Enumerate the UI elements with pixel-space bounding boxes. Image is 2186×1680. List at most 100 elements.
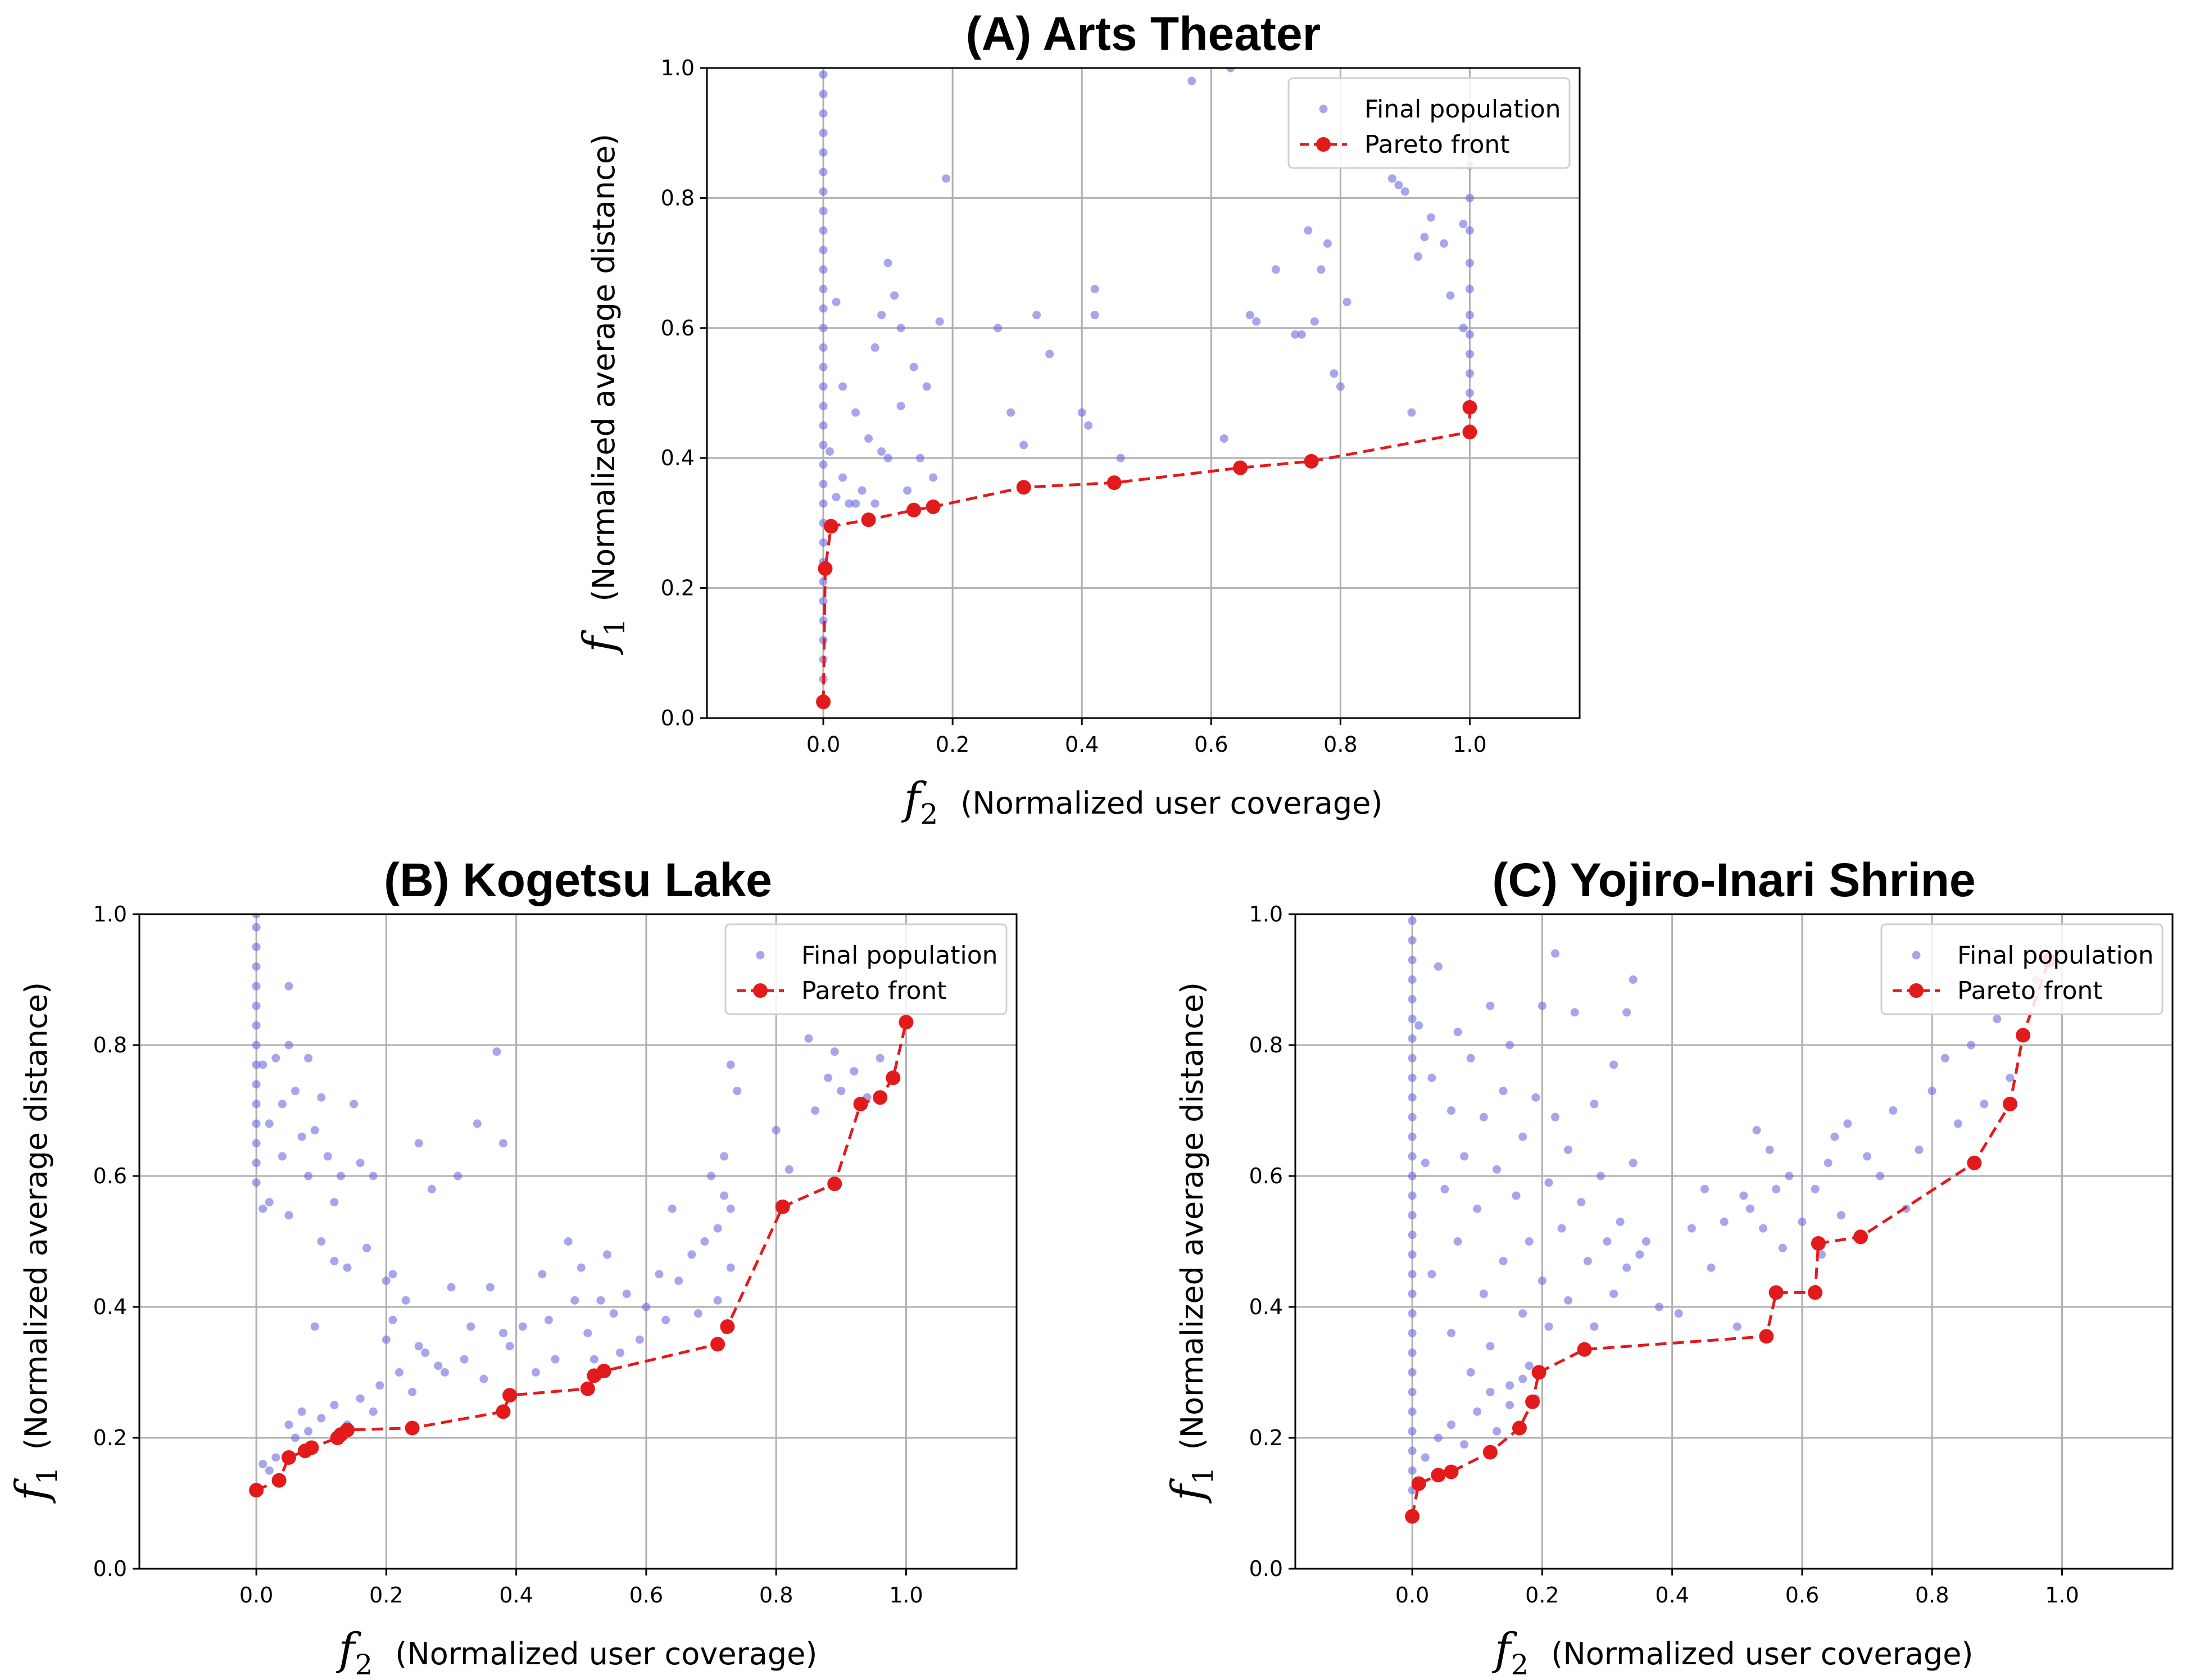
pareto-point [853,1096,868,1111]
population-point [830,1047,839,1056]
population-point [1863,1152,1872,1161]
population-point [1408,995,1417,1004]
pareto-point [873,1090,888,1105]
legend-marker-pareto [1909,983,1924,998]
population-point [1739,1191,1748,1200]
y-tick-label: 0.2 [1249,1425,1283,1450]
population-point [819,362,828,371]
population-point [877,311,886,320]
population-point [2006,1073,2015,1082]
legend: Final population Pareto front [1287,77,1571,169]
legend-box [1880,923,2164,1015]
population-point [1629,1159,1638,1168]
population-point [317,1093,326,1102]
population-point [1778,1243,1787,1252]
population-point [922,382,931,391]
population-point [1811,1184,1820,1193]
legend-marker-population [1319,105,1328,113]
population-point [499,1139,508,1148]
axes-frame [1294,913,2174,1570]
population-point [304,1172,313,1180]
population-point [1408,1329,1417,1338]
population-point [336,1172,345,1180]
population-point [1707,1263,1716,1272]
population-point [369,1172,378,1180]
population-point [1465,330,1474,339]
population-point [864,434,873,443]
population-point [870,343,879,352]
population-point [440,1368,449,1377]
legend-label-pareto: Pareto front [1364,130,1510,159]
x-tick-label: 0.0 [1395,1583,1429,1608]
population-point [819,441,828,449]
population-point [1408,1407,1417,1416]
population-point [330,1198,339,1207]
population-point [726,1204,735,1213]
population-point [819,460,828,469]
population-point [265,1119,274,1128]
population-point [858,486,867,495]
population-point [838,473,847,482]
population-point [819,70,828,79]
pareto-point [775,1199,790,1214]
population-point [1486,1001,1495,1010]
pareto-point [596,1364,611,1379]
population-point [1019,441,1028,449]
legend-label-population: Final population [801,941,998,970]
population-point [1772,1184,1781,1193]
pareto-point [1759,1329,1774,1344]
population-point [291,1087,300,1096]
axes-frame [138,913,1018,1570]
pareto-point [720,1319,735,1334]
population-point [909,362,918,371]
population-point [1518,1132,1527,1141]
population-point [1544,1322,1553,1331]
population-point [258,1204,267,1213]
population-point [851,499,860,508]
population-point [1408,1231,1417,1239]
population-point [1492,1165,1501,1174]
x-tick-label: 1.0 [2045,1583,2079,1608]
population-point [1408,1348,1417,1357]
population-point [1655,1302,1664,1311]
population-point [1408,1446,1417,1455]
population-point [1090,284,1099,293]
x-axis-label: f2 (Normalized user coverage) [901,774,1383,830]
population-point [1551,1113,1560,1121]
population-point [1531,1093,1540,1102]
panel-title: (C) Yojiro-Inari Shrine [1492,853,1975,906]
plot-area [249,914,914,1498]
population-point [1408,936,1417,945]
pareto-point [861,512,876,528]
population-point [447,1283,456,1292]
population-point [1622,1263,1631,1272]
population-point [1687,1224,1696,1233]
population-point [271,1453,280,1462]
pareto-point [1233,460,1248,475]
pareto-point [823,519,838,534]
pareto-point [405,1420,420,1436]
pareto-point [580,1381,595,1396]
population-point [713,1224,722,1233]
population-point [414,1139,423,1148]
population-point [1557,1224,1566,1233]
x-axis-label: f2 (Normalized user coverage) [336,1624,818,1680]
population-point [832,298,841,307]
population-point [1745,1204,1754,1213]
population-point [297,1407,306,1416]
population-point [655,1270,664,1279]
population-point [720,1191,729,1200]
x-tick-label: 1.0 [1453,732,1486,757]
population-point [330,1401,339,1410]
pareto-point [1304,453,1319,469]
y-axis-subscript: 1 [1187,1466,1219,1484]
population-point [1505,1401,1514,1410]
population-point [395,1368,404,1377]
population-point [1453,1237,1462,1246]
pareto-point [1405,1509,1420,1524]
population-point [622,1289,631,1298]
population-point [935,317,944,326]
population-point [870,499,879,508]
pareto-point [502,1388,518,1403]
population-point [1538,1276,1546,1285]
